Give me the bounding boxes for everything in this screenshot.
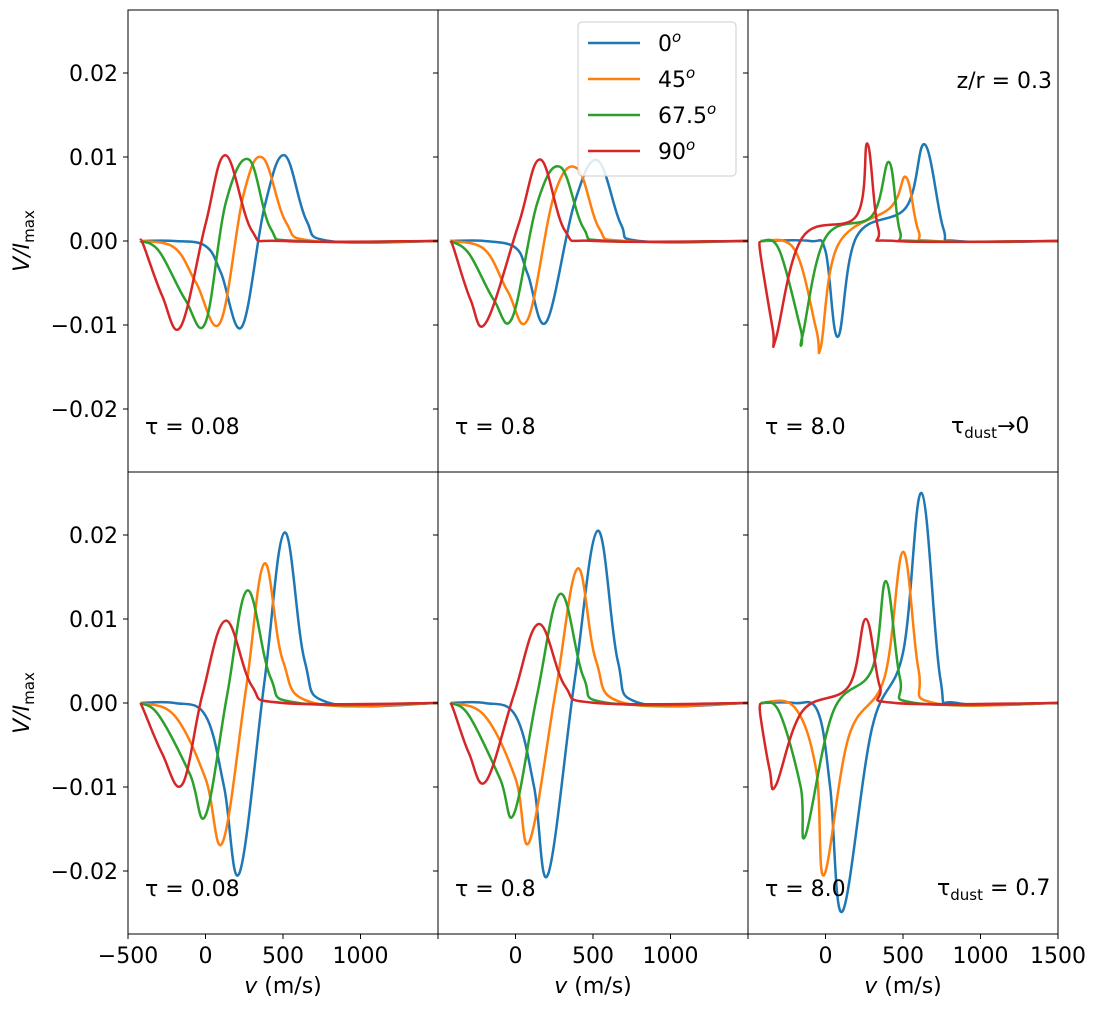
legend-label-0: 0o	[658, 28, 681, 57]
panel-r0-c2: τ = 8.0	[743, 9, 1059, 473]
series-group	[758, 142, 1058, 355]
series-line-1	[449, 567, 748, 846]
series-line-2	[759, 579, 1058, 840]
series-group	[139, 531, 438, 877]
y-tick-label: −0.02	[51, 860, 118, 885]
panel-r1-c0: −0.02 −0.01 0.00 0.01 0.02 −500 0 500 1000 τ = 0.…	[51, 471, 439, 969]
x-axis-label: v (m/s)	[244, 974, 322, 999]
series-group	[139, 154, 438, 331]
series-line-2	[139, 157, 438, 330]
x-tick-label: 0	[509, 944, 523, 969]
annotations-group: z/r = 0.3 τdust→0 τdust = 0.7	[937, 69, 1052, 904]
annotation-tau-dust-bottom: τdust = 0.7	[937, 876, 1050, 904]
x-tick-label: 500	[262, 944, 304, 969]
x-tick-label: 0	[199, 944, 213, 969]
series-line-0	[450, 158, 748, 326]
x-tick-label: 0	[819, 944, 833, 969]
axis-labels-group: V/Imax V/Imax v (m/s) v (m/s) v (m/s)	[10, 210, 942, 999]
x-axis-label: v (m/s)	[864, 974, 942, 999]
y-tick-label: −0.01	[51, 314, 118, 339]
x-tick-label: 500	[572, 944, 614, 969]
series-line-3	[139, 619, 438, 788]
legend: 0o 45o 67.5o 90o	[577, 21, 737, 177]
panel-r1-c1: 0 500 1000 τ = 0.8	[433, 471, 749, 969]
series-line-0	[140, 531, 438, 877]
y-tick-label: −0.02	[51, 398, 118, 423]
y-axis-label: V/Imax	[10, 672, 38, 734]
y-tick-label: 0.02	[69, 524, 118, 549]
x-tick-label: 1000	[333, 944, 389, 969]
annotation-tau-dust-top: τdust→0	[951, 414, 1029, 442]
y-tick-label: 0.00	[69, 230, 118, 255]
tau-label: τ = 0.08	[145, 415, 240, 440]
tau-label: τ = 0.08	[145, 877, 240, 902]
series-group	[449, 529, 748, 879]
series-group	[449, 158, 748, 328]
legend-label-1: 45o	[658, 64, 695, 93]
series-line-3	[139, 154, 438, 331]
tau-label: τ = 0.8	[455, 415, 536, 440]
panels-group: −0.02 −0.01 0.00 0.01 0.02 τ = 0.08 τ = 0.8 τ =…	[51, 9, 1086, 969]
series-line-3	[758, 142, 1058, 349]
series-line-0	[140, 154, 438, 330]
legend-label-2: 67.5o	[658, 100, 716, 129]
series-line-3	[758, 617, 1058, 791]
y-tick-label: 0.00	[69, 692, 118, 717]
tau-label: τ = 0.8	[455, 877, 536, 902]
x-tick-label: 1000	[643, 944, 699, 969]
y-tick-label: 0.01	[69, 146, 118, 171]
y-tick-label: 0.01	[69, 608, 118, 633]
tau-label: τ = 8.0	[765, 877, 846, 902]
y-axis-label: V/Imax	[10, 210, 38, 272]
x-axis-label: v (m/s)	[554, 974, 632, 999]
series-group	[758, 491, 1058, 914]
legend-label-3: 90o	[658, 136, 695, 165]
panel-r1-c2: 0 500 1000 1500 τ = 8.0	[743, 471, 1086, 969]
y-tick-label: −0.01	[51, 776, 118, 801]
series-line-0	[760, 491, 1058, 914]
y-tick-label: 0.02	[69, 62, 118, 87]
series-line-2	[449, 592, 748, 819]
annotation-z-over-r: z/r = 0.3	[957, 69, 1052, 94]
series-line-2	[139, 589, 438, 820]
legend-box	[577, 21, 737, 177]
series-line-1	[760, 550, 1058, 877]
tau-label: τ = 8.0	[765, 415, 846, 440]
series-line-0	[450, 529, 748, 879]
x-tick-label: 500	[882, 944, 924, 969]
series-line-3	[449, 622, 748, 785]
x-tick-label: −500	[98, 944, 158, 969]
x-tick-label: 1000	[953, 944, 1009, 969]
panel-r0-c0: −0.02 −0.01 0.00 0.01 0.02 τ = 0.08	[51, 9, 439, 473]
series-line-3	[449, 158, 748, 328]
x-tick-label: 1500	[1030, 944, 1086, 969]
